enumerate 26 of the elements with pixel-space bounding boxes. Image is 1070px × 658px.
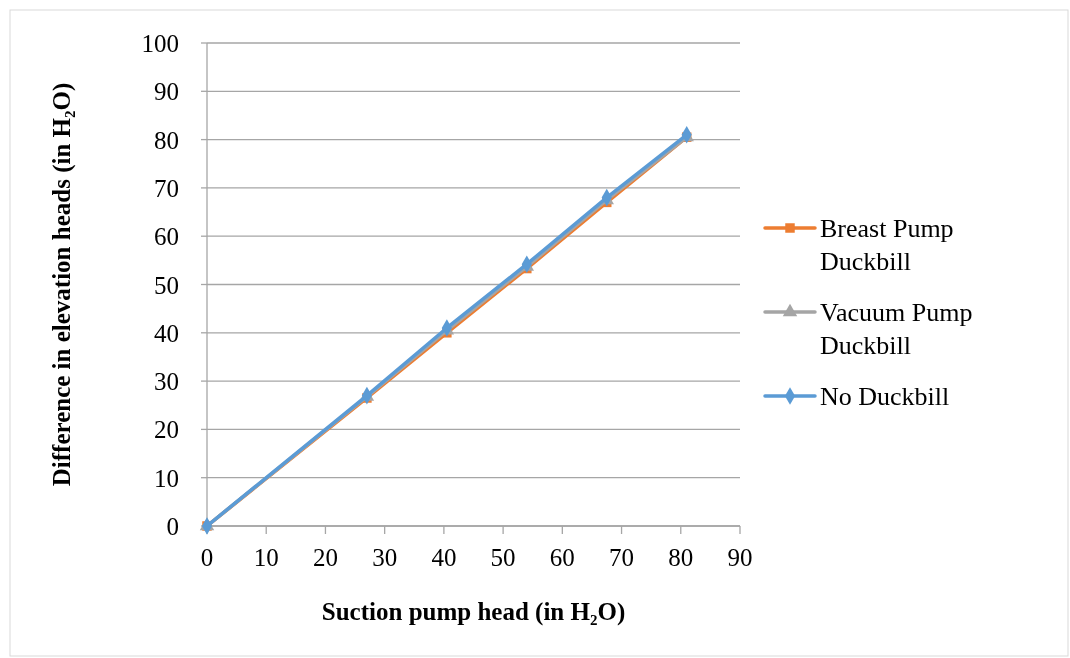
y-tick-label: 80 bbox=[154, 126, 179, 154]
y-tick-label: 10 bbox=[154, 464, 179, 492]
x-tick-label: 50 bbox=[490, 544, 516, 571]
y-tick-label: 30 bbox=[154, 368, 179, 396]
y-tick-label: 90 bbox=[154, 78, 179, 106]
y-axis-title: Difference in elevation heads (in H₂O) bbox=[48, 82, 76, 487]
x-tick-label: 80 bbox=[668, 544, 694, 571]
x-tick-label: 20 bbox=[312, 544, 338, 571]
legend-label: No Duckbill bbox=[820, 382, 950, 411]
y-tick-label: 0 bbox=[166, 513, 179, 540]
x-tick-label: 70 bbox=[609, 544, 635, 571]
x-tick-label: 10 bbox=[253, 544, 279, 571]
y-tick-label: 70 bbox=[154, 174, 179, 202]
x-axis-title: Suction pump head (in H₂O) bbox=[321, 598, 626, 626]
x-tick-label: 60 bbox=[549, 544, 575, 571]
y-tick-label: 100 bbox=[141, 30, 179, 57]
y-tick-label: 60 bbox=[154, 223, 179, 251]
x-tick-label: 40 bbox=[431, 544, 457, 571]
legend-label: Vacuum Pump Duckbill bbox=[820, 298, 973, 360]
x-tick-label: 30 bbox=[372, 544, 398, 571]
y-tick-label: 20 bbox=[154, 416, 179, 444]
legend-label: Breast Pump Duckbill bbox=[820, 214, 954, 276]
x-tick-label: 0 bbox=[200, 544, 214, 571]
y-tick-label: 50 bbox=[154, 271, 179, 299]
x-tick-label: 90 bbox=[727, 544, 753, 571]
y-tick-label: 40 bbox=[154, 319, 179, 347]
